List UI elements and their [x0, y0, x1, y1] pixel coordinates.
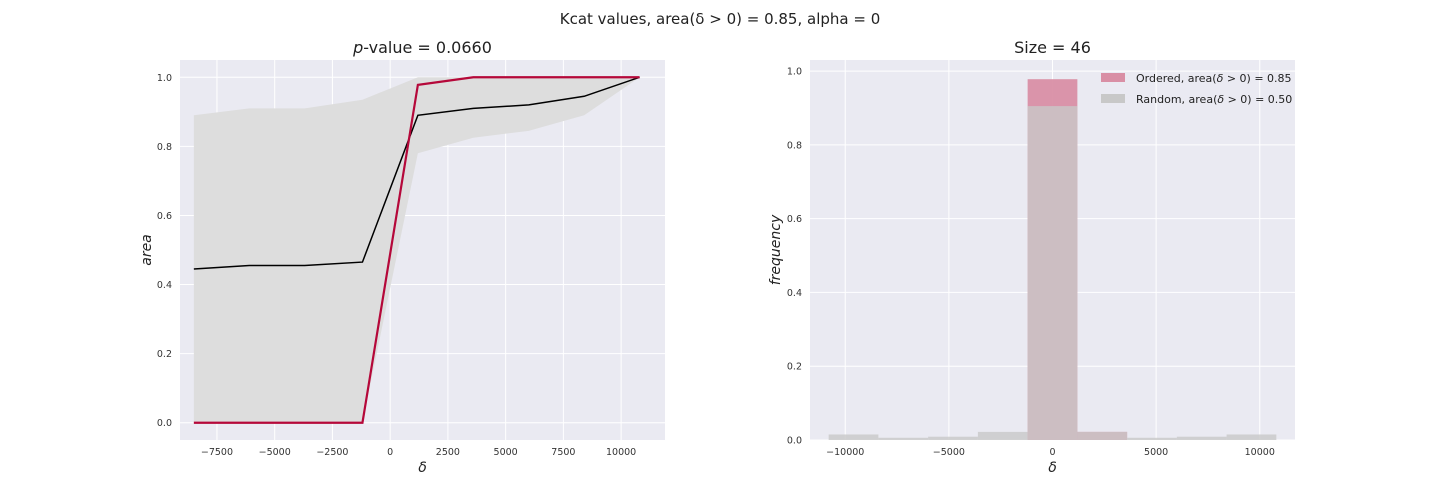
right-y-tick-label: 0.4: [787, 288, 802, 299]
left-x-tick-label: 0: [387, 447, 393, 458]
random-histogram-bar: [828, 434, 879, 440]
random-histogram-bar: [977, 431, 1028, 440]
right-y-ticks: 0.0 0.2 0.4 0.6 0.8 1.0: [787, 67, 802, 447]
random-histogram-bar: [1077, 431, 1128, 440]
left-confidence-band: [193, 77, 640, 423]
random-histogram-bar: [1226, 434, 1277, 440]
left-x-tick-label: 7500: [551, 447, 575, 458]
left-y-ticks: 0.0 0.2 0.4 0.6 0.8 1.0: [157, 73, 172, 429]
right-y-tick-label: 0.2: [787, 362, 802, 373]
left-x-ticks: −7500 −5000 −2500 0 2500 5000 7500 10000: [201, 447, 636, 458]
left-x-tick-label: −2500: [316, 447, 348, 458]
left-y-label: area: [139, 234, 155, 266]
legend-label-random: Random, area(δ > 0) = 0.50: [1136, 93, 1292, 106]
left-ordered-line: [193, 76, 640, 424]
left-x-label: δ: [418, 460, 427, 476]
right-y-tick-label: 0.0: [787, 436, 802, 447]
right-x-label: δ: [1048, 460, 1057, 476]
left-title: p-value = 0.0660: [352, 38, 492, 57]
left-mean-line: [193, 76, 640, 270]
random-histogram-bar: [1176, 436, 1227, 440]
right-title: Size = 46: [1014, 38, 1091, 57]
left-x-tick-label: −5000: [259, 447, 291, 458]
right-x-tick-label: −10000: [826, 447, 864, 458]
left-x-tick-label: 10000: [606, 447, 636, 458]
right-chart: −10000 −5000 0 5000 10000 0.0 0.2 0.4 0.6 0.8 1.0…: [768, 38, 1295, 476]
figure-suptitle: Kcat values, area(δ > 0) = 0.85, alpha =…: [560, 10, 881, 28]
random-histogram-bar: [1027, 106, 1078, 440]
left-y-tick-label: 0.8: [157, 142, 172, 153]
right-x-tick-label: 5000: [1144, 447, 1168, 458]
right-bars: [828, 79, 1277, 441]
right-y-tick-label: 1.0: [787, 67, 802, 78]
legend-label-ordered: Ordered, area(δ > 0) = 0.85: [1136, 72, 1292, 85]
random-histogram-bar: [878, 437, 929, 440]
left-y-tick-label: 0.2: [157, 349, 172, 360]
random-histogram-bar: [1127, 437, 1177, 440]
right-x-ticks: −10000 −5000 0 5000 10000: [826, 447, 1275, 458]
left-y-tick-label: 0.0: [157, 418, 172, 429]
legend-swatch-ordered: [1101, 73, 1125, 82]
left-x-tick-label: 5000: [494, 447, 518, 458]
right-y-label: frequency: [768, 214, 784, 285]
right-legend: Ordered, area(δ > 0) = 0.85 Random, area…: [1101, 72, 1292, 106]
left-y-tick-label: 0.4: [157, 280, 172, 291]
left-x-tick-label: 2500: [436, 447, 460, 458]
left-y-tick-label: 1.0: [157, 73, 172, 84]
random-histogram-bar: [928, 436, 978, 440]
right-x-tick-label: 0: [1049, 447, 1055, 458]
right-y-tick-label: 0.8: [787, 140, 802, 151]
right-x-tick-label: 10000: [1245, 447, 1275, 458]
left-x-tick-label: −7500: [201, 447, 233, 458]
right-y-tick-label: 0.6: [787, 214, 802, 225]
legend-swatch-random: [1101, 94, 1125, 103]
left-y-tick-label: 0.6: [157, 211, 172, 222]
left-chart: −7500 −5000 −2500 0 2500 5000 7500 10000 0.0 0.2…: [139, 38, 665, 476]
right-x-tick-label: −5000: [933, 447, 965, 458]
